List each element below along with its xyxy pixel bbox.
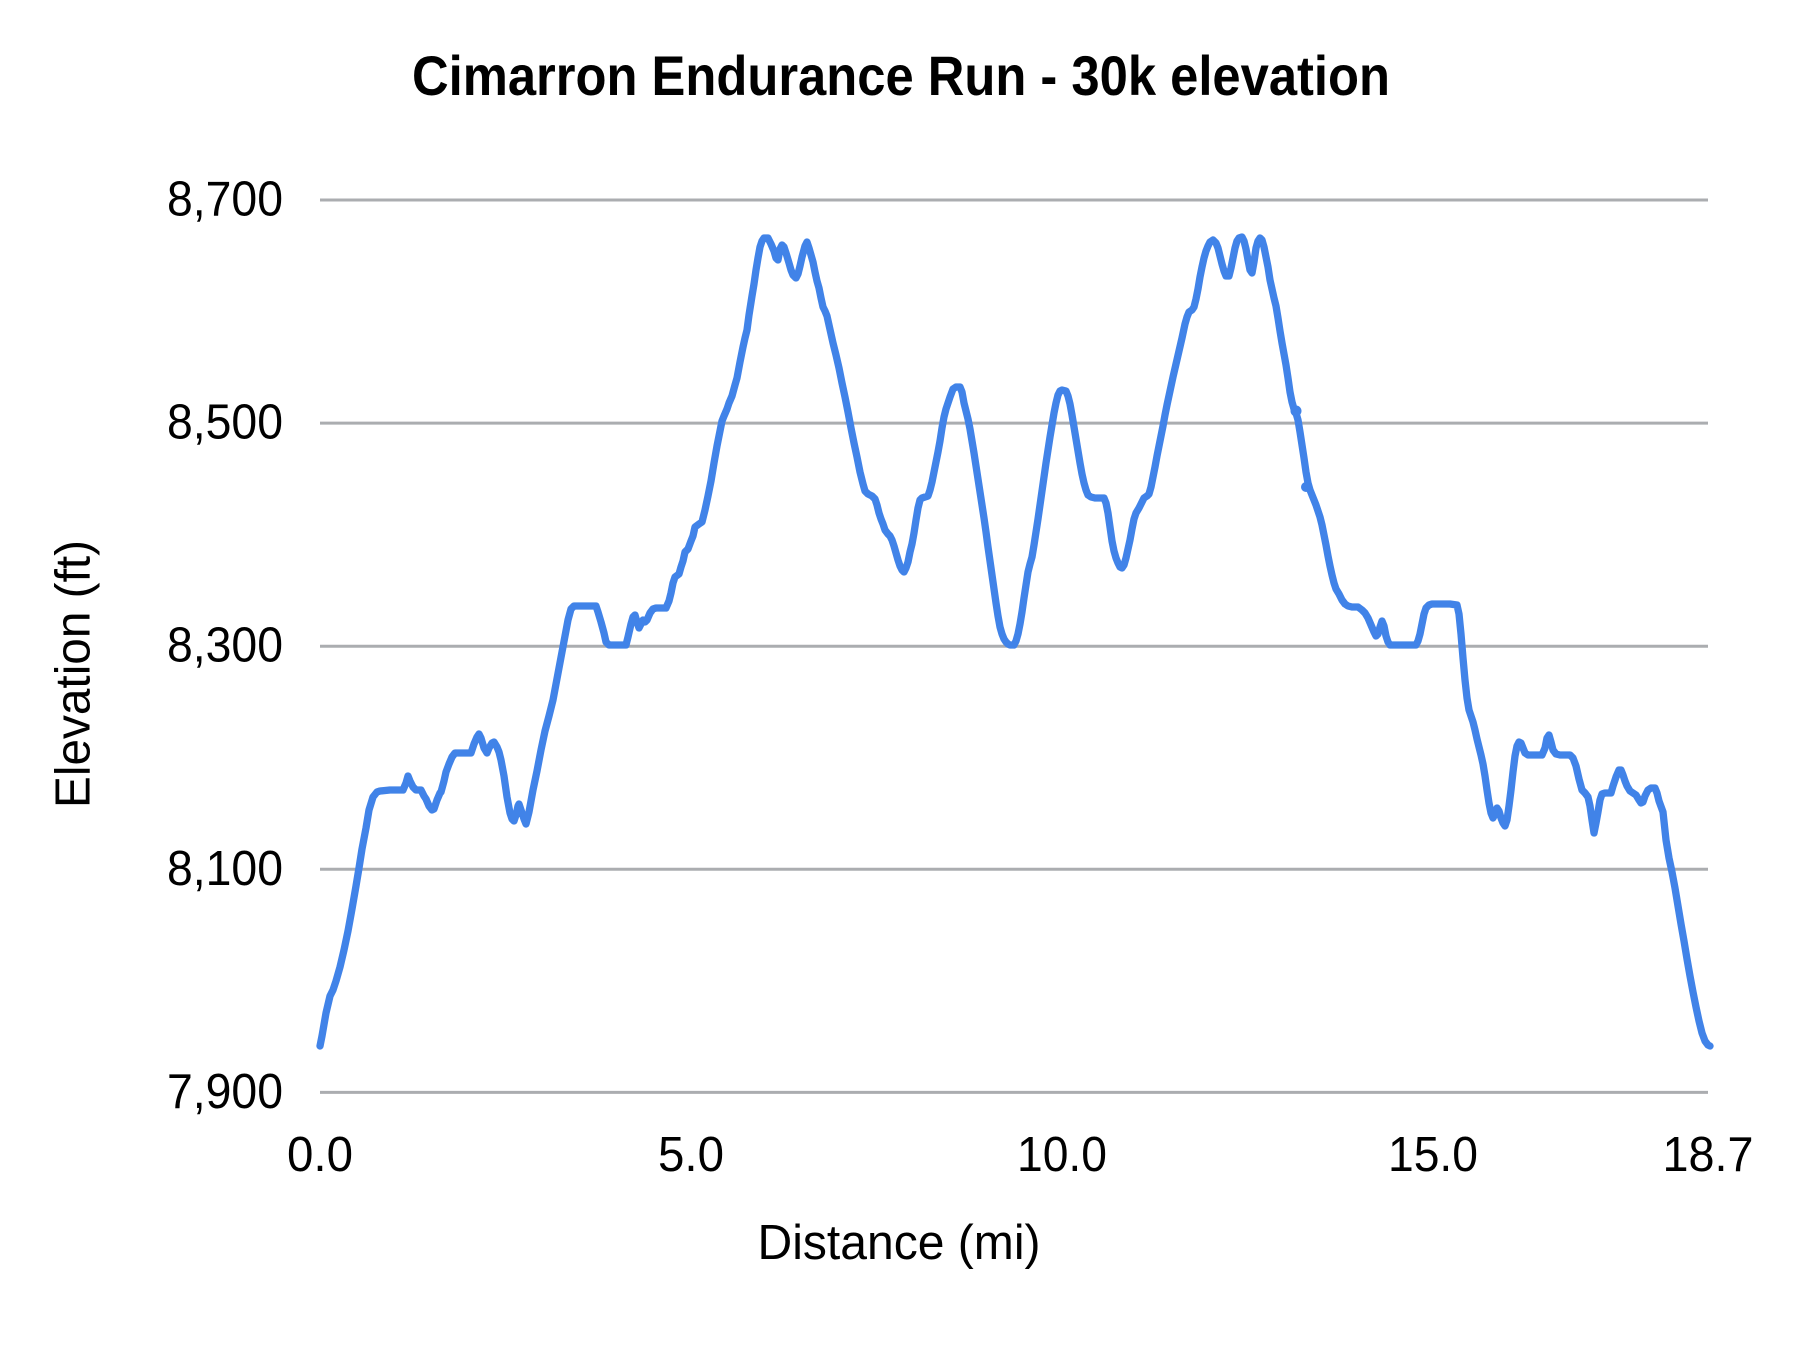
svg-text:Elevation (ft): Elevation (ft) (46, 540, 101, 808)
svg-text:Distance (mi): Distance (mi) (758, 1215, 1041, 1270)
svg-text:0.0: 0.0 (287, 1127, 353, 1182)
svg-text:8,100: 8,100 (167, 841, 283, 896)
svg-text:8,500: 8,500 (167, 395, 283, 450)
svg-text:15.0: 15.0 (1388, 1127, 1478, 1182)
svg-text:10.0: 10.0 (1017, 1127, 1107, 1182)
svg-text:Cimarron Endurance Run - 30k e: Cimarron Endurance Run - 30k elevation (412, 44, 1390, 107)
svg-text:8,700: 8,700 (167, 172, 283, 227)
svg-text:5.0: 5.0 (658, 1127, 724, 1182)
svg-text:8,300: 8,300 (167, 618, 283, 673)
svg-text:18.7: 18.7 (1663, 1127, 1754, 1182)
svg-text:7,900: 7,900 (167, 1064, 283, 1119)
